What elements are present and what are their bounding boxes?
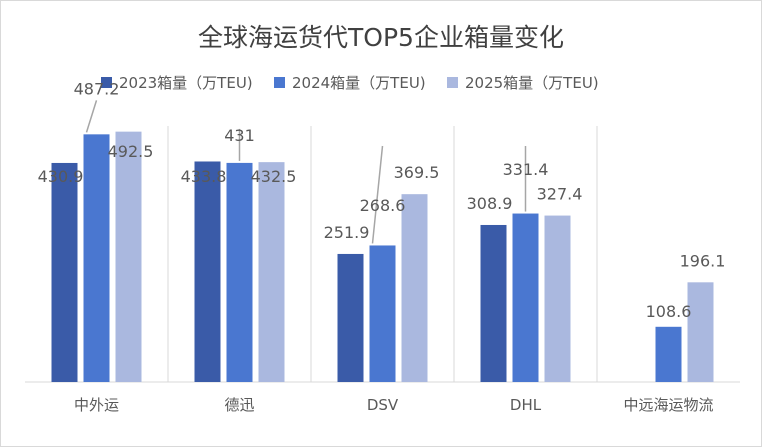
category-label: DSV — [367, 396, 399, 414]
data-label: 431 — [224, 126, 255, 145]
data-label: 433.8 — [181, 167, 227, 186]
legend-label-1: 2023箱量（万TEU) — [119, 74, 253, 92]
bar — [258, 162, 285, 382]
bar — [226, 162, 253, 382]
data-label: 308.9 — [467, 194, 513, 213]
data-label: 196.1 — [680, 251, 726, 270]
data-label: 331.4 — [503, 160, 549, 179]
data-label: 432.5 — [251, 167, 297, 186]
legend-swatch-2 — [274, 77, 285, 88]
bar — [687, 282, 714, 382]
data-label: 492.5 — [108, 142, 154, 161]
category-label: 中远海运物流 — [623, 396, 713, 414]
legend-label-2: 2024箱量（万TEU) — [292, 74, 426, 92]
data-label: 487.2 — [74, 79, 120, 98]
category-label: DHL — [510, 396, 542, 414]
chart-title: 全球海运货代TOP5企业箱量变化 — [198, 23, 564, 52]
data-label: 327.4 — [537, 185, 583, 204]
bar — [83, 134, 110, 382]
bar — [401, 194, 428, 382]
bar — [512, 213, 539, 382]
bar — [194, 161, 221, 382]
data-label: 251.9 — [324, 223, 370, 242]
data-label: 430.9 — [38, 167, 84, 186]
category-label: 中外运 — [74, 396, 119, 414]
data-label: 369.5 — [394, 163, 440, 182]
legend-label-3: 2025箱量（万TEU) — [465, 74, 599, 92]
bar — [369, 245, 396, 382]
leader-line — [371, 145, 384, 244]
bar — [655, 326, 682, 382]
bar — [480, 224, 507, 382]
data-label: 268.6 — [360, 196, 406, 215]
category-label: 德迅 — [224, 396, 254, 414]
legend-swatch-3 — [447, 77, 458, 88]
bar — [544, 215, 571, 382]
bar — [51, 162, 78, 382]
leader-line — [85, 100, 98, 133]
bar — [337, 253, 364, 382]
bar — [115, 131, 142, 382]
legend-swatch-1 — [101, 77, 112, 88]
data-label: 108.6 — [646, 302, 692, 321]
